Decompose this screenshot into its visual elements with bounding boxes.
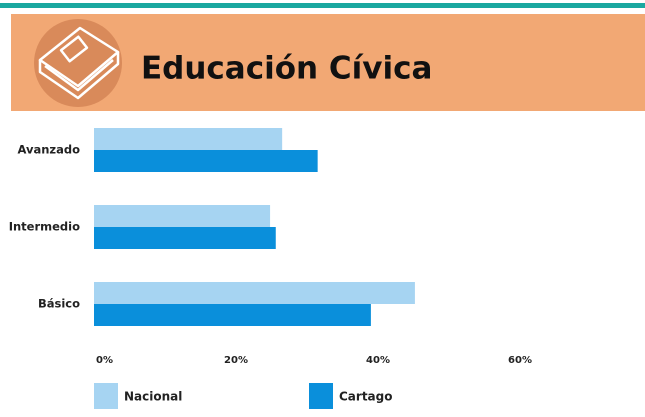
- y-tick-label: Intermedio: [9, 220, 80, 234]
- y-tick-label: Avanzado: [17, 143, 80, 157]
- legend-swatch: [94, 383, 118, 409]
- bar: [94, 282, 415, 304]
- x-tick-label: 20%: [224, 355, 248, 366]
- book-icon: [34, 19, 122, 107]
- chart-title: Educación Cívica: [141, 51, 432, 87]
- y-tick-label: Básico: [38, 297, 80, 311]
- bar: [94, 128, 283, 150]
- x-tick-label: 60%: [508, 355, 532, 366]
- legend-label: Cartago: [339, 390, 393, 404]
- bar: [94, 227, 276, 249]
- bar: [94, 205, 271, 227]
- x-tick-label: 40%: [366, 355, 390, 366]
- legend-label: Nacional: [124, 390, 182, 404]
- bar: [94, 150, 318, 172]
- top-rule: [0, 3, 645, 8]
- x-tick-label: 0%: [96, 355, 113, 366]
- bar: [94, 304, 371, 326]
- legend-swatch: [309, 383, 333, 409]
